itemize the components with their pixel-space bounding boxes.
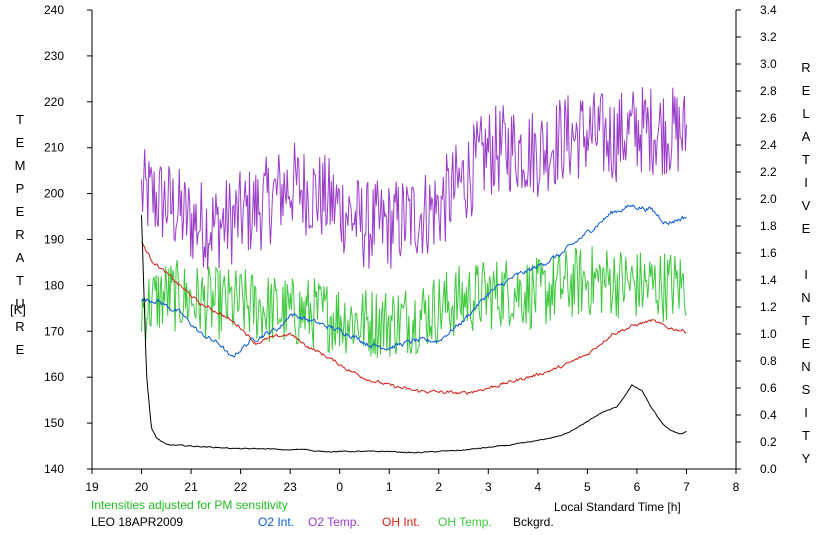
x-tick-label: 2 xyxy=(435,480,442,494)
left-tick-label: 200 xyxy=(44,187,64,201)
right-tick-label: 2.8 xyxy=(760,84,777,98)
series-o2-temp-line xyxy=(141,87,687,270)
right-tick-label: 3.2 xyxy=(760,30,777,44)
x-tick-label: 7 xyxy=(683,480,690,494)
x-tick-label: 20 xyxy=(135,480,149,494)
left-tick-label: 230 xyxy=(44,49,64,63)
legend-o2-int: O2 Int. xyxy=(258,515,294,529)
x-tick-label: 4 xyxy=(535,480,542,494)
x-tick-label: 1 xyxy=(386,480,393,494)
left-tick-label: 150 xyxy=(44,416,64,430)
legend-o2-temp-label: O2 Temp. xyxy=(308,515,360,529)
x-tick-label: 23 xyxy=(283,480,297,494)
left-tick-label: 220 xyxy=(44,95,64,109)
left-tick-label: 160 xyxy=(44,370,64,384)
x-tick-label: 0 xyxy=(336,480,343,494)
legend-o2-int-label: O2 Int. xyxy=(258,515,295,529)
right-tick-label: 3.4 xyxy=(760,3,777,17)
left-axis-title: T E M P E R A T U R E xyxy=(14,112,26,357)
site-date-label: LEO 18APR2009 xyxy=(91,515,184,529)
right-tick-label: 2.0 xyxy=(760,192,777,206)
right-tick-label: 1.8 xyxy=(760,219,777,233)
right-tick-label: 2.6 xyxy=(760,111,777,125)
right-tick-label: 2.2 xyxy=(760,165,777,179)
right-tick-label: 1.4 xyxy=(760,273,777,287)
right-tick-label: 0.8 xyxy=(760,354,777,368)
x-tick-label: 19 xyxy=(85,480,99,494)
right-tick-label: 0.0 xyxy=(760,462,777,476)
series-bckgrd-line xyxy=(141,215,687,454)
legend-bckgrd-label: Bckgrd. xyxy=(513,515,554,529)
x-tick-label: 3 xyxy=(485,480,492,494)
right-tick-label: 1.0 xyxy=(760,327,777,341)
legend-oh-int: OH Int. xyxy=(382,515,420,529)
right-tick-label: 1.2 xyxy=(760,300,777,314)
x-tick-label: 5 xyxy=(584,480,591,494)
series-oh-int-line xyxy=(141,242,687,395)
left-tick-label: 190 xyxy=(44,233,64,247)
legend-oh-int-label: OH Int. xyxy=(382,515,421,529)
right-tick-label: 2.4 xyxy=(760,138,777,152)
right-tick-label: 1.6 xyxy=(760,246,777,260)
left-tick-label: 170 xyxy=(44,324,64,338)
x-tick-label: 6 xyxy=(634,480,641,494)
x-tick-label: 21 xyxy=(184,480,198,494)
right-tick-label: 0.6 xyxy=(760,381,777,395)
x-axis-title: Local Standard Time [h] xyxy=(554,500,681,514)
right-tick-label: 0.2 xyxy=(760,435,777,449)
legend-o2-temp: O2 Temp. xyxy=(308,515,360,529)
left-tick-label: 180 xyxy=(44,278,64,292)
x-tick-label: 8 xyxy=(733,480,740,494)
legend-oh-temp: OH Temp. xyxy=(438,515,492,529)
right-axis-title: R E L A T I V E I N T E N S I T Y xyxy=(801,60,811,466)
left-tick-label: 140 xyxy=(44,462,64,476)
legend-bckgrd: Bckgrd. xyxy=(513,515,554,529)
left-tick-label: 240 xyxy=(44,3,64,17)
note-text: Intensities adjusted for PM sensitivity xyxy=(91,498,288,512)
left-axis-unit: [K] xyxy=(10,302,26,317)
legend-oh-temp-label: OH Temp. xyxy=(438,515,492,529)
series-o2-int-line xyxy=(141,204,687,358)
left-tick-label: 210 xyxy=(44,141,64,155)
x-tick-label: 22 xyxy=(234,480,248,494)
right-tick-label: 0.4 xyxy=(760,408,777,422)
right-tick-label: 3.0 xyxy=(760,57,777,71)
